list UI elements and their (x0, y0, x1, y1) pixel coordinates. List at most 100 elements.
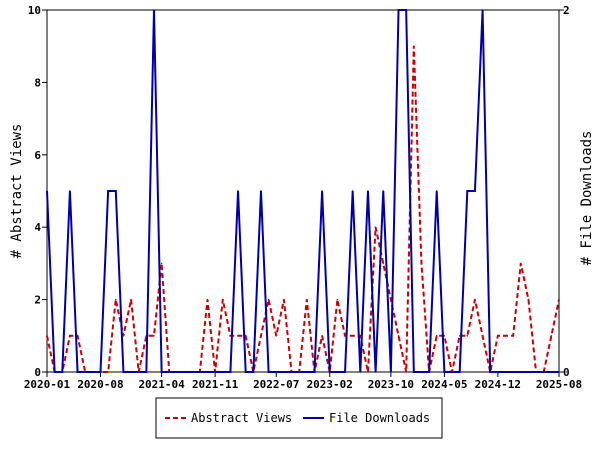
data-point-file-downloads (527, 371, 530, 373)
data-point-abstract-views (260, 335, 262, 337)
x-tick-label: 2023-10 (368, 378, 414, 391)
data-point-abstract-views (374, 226, 377, 228)
left-tick-label: 8 (34, 76, 41, 89)
data-point-abstract-views (443, 335, 446, 337)
data-point-abstract-views (114, 298, 117, 301)
data-point-abstract-views (413, 45, 415, 47)
x-tick-label: 2020-01 (24, 378, 71, 391)
data-point-file-downloads (397, 9, 400, 11)
data-point-file-downloads (84, 371, 87, 373)
data-point-file-downloads (244, 371, 247, 373)
data-point-abstract-views (481, 335, 484, 337)
data-point-file-downloads (92, 371, 94, 373)
series-line-file-downloads (46, 9, 559, 373)
data-point-file-downloads (160, 371, 163, 373)
data-point-abstract-views (107, 371, 109, 373)
x-tick-label: 2021-11 (192, 378, 239, 391)
data-point-file-downloads (191, 371, 193, 373)
data-point-file-downloads (99, 371, 102, 373)
data-point-file-downloads (489, 371, 492, 373)
data-point-abstract-views (558, 298, 560, 301)
data-point-file-downloads (214, 371, 216, 373)
data-point-file-downloads (107, 190, 109, 192)
data-point-file-downloads (267, 371, 270, 373)
data-point-abstract-views (390, 298, 392, 301)
data-point-file-downloads (359, 371, 362, 373)
data-point-file-downloads (114, 190, 117, 192)
data-point-abstract-views (306, 298, 308, 301)
data-point-abstract-views (527, 298, 530, 301)
data-point-abstract-views (130, 298, 132, 301)
data-point-file-downloads (130, 371, 132, 373)
data-point-file-downloads (512, 371, 514, 373)
data-point-file-downloads (328, 371, 331, 373)
data-point-file-downloads (153, 9, 155, 11)
data-point-file-downloads (283, 371, 285, 373)
data-point-abstract-views (275, 335, 278, 337)
left-tick-label: 10 (28, 4, 41, 17)
data-point-abstract-views (359, 335, 362, 337)
data-point-file-downloads (260, 190, 262, 192)
right-axis: 02 (559, 4, 570, 379)
right-axis-title: # File Downloads (579, 131, 595, 266)
data-point-file-downloads (420, 371, 423, 373)
data-point-file-downloads (137, 371, 140, 373)
x-tick-label: 2025-08 (536, 378, 582, 391)
data-point-file-downloads (252, 371, 255, 373)
data-point-abstract-views (336, 298, 339, 301)
data-point-abstract-views (221, 298, 224, 301)
data-point-file-downloads (451, 371, 453, 373)
data-point-file-downloads (458, 371, 461, 373)
data-point-abstract-views (206, 298, 209, 301)
data-point-file-downloads (336, 371, 339, 373)
data-point-abstract-views (122, 335, 125, 337)
data-point-file-downloads (229, 371, 232, 373)
data-point-abstract-views (550, 335, 553, 337)
data-point-abstract-views (420, 262, 423, 265)
data-point-file-downloads (53, 371, 56, 373)
data-point-file-downloads (382, 190, 385, 192)
data-point-file-downloads (405, 9, 407, 11)
left-tick-label: 6 (34, 149, 41, 162)
x-tick-label: 2024-12 (475, 378, 521, 391)
data-point-abstract-views (367, 371, 369, 373)
data-point-file-downloads (344, 371, 346, 373)
legend-label-abstract-views: Abstract Views (191, 411, 292, 425)
data-point-file-downloads (550, 371, 553, 373)
data-point-file-downloads (474, 190, 476, 192)
data-point-file-downloads (221, 371, 224, 373)
data-point-abstract-views (267, 298, 270, 301)
data-point-file-downloads (466, 190, 469, 192)
data-point-file-downloads (176, 371, 178, 373)
data-point-file-downloads (275, 371, 278, 373)
data-point-file-downloads (298, 371, 300, 373)
data-point-file-downloads (443, 371, 446, 373)
data-point-abstract-views (160, 262, 163, 265)
data-point-file-downloads (390, 371, 392, 373)
data-point-file-downloads (145, 371, 148, 373)
left-tick-label: 2 (34, 294, 41, 307)
data-point-file-downloads (168, 371, 171, 373)
data-point-file-downloads (313, 371, 316, 373)
data-point-file-downloads (535, 371, 537, 373)
series-layer (46, 9, 560, 373)
data-point-abstract-views (229, 335, 232, 337)
data-point-file-downloads (183, 371, 186, 373)
data-point-abstract-views (435, 335, 438, 337)
right-tick-label: 2 (563, 4, 570, 17)
data-point-file-downloads (558, 371, 560, 373)
data-point-file-downloads (46, 190, 48, 192)
right-tick-label: 0 (563, 366, 570, 379)
data-point-abstract-views (466, 335, 469, 337)
data-point-file-downloads (61, 371, 64, 373)
data-point-abstract-views (244, 335, 247, 337)
data-point-file-downloads (69, 190, 71, 192)
data-point-file-downloads (367, 190, 369, 192)
data-point-abstract-views (351, 335, 354, 337)
data-point-abstract-views (497, 335, 499, 337)
legend-label-file-downloads: File Downloads (329, 411, 430, 425)
data-point-file-downloads (481, 9, 484, 11)
x-tick-label: 2021-04 (138, 378, 185, 391)
data-point-abstract-views (474, 298, 476, 301)
left-axis: 0 2 4 6 8 10 (28, 4, 47, 379)
